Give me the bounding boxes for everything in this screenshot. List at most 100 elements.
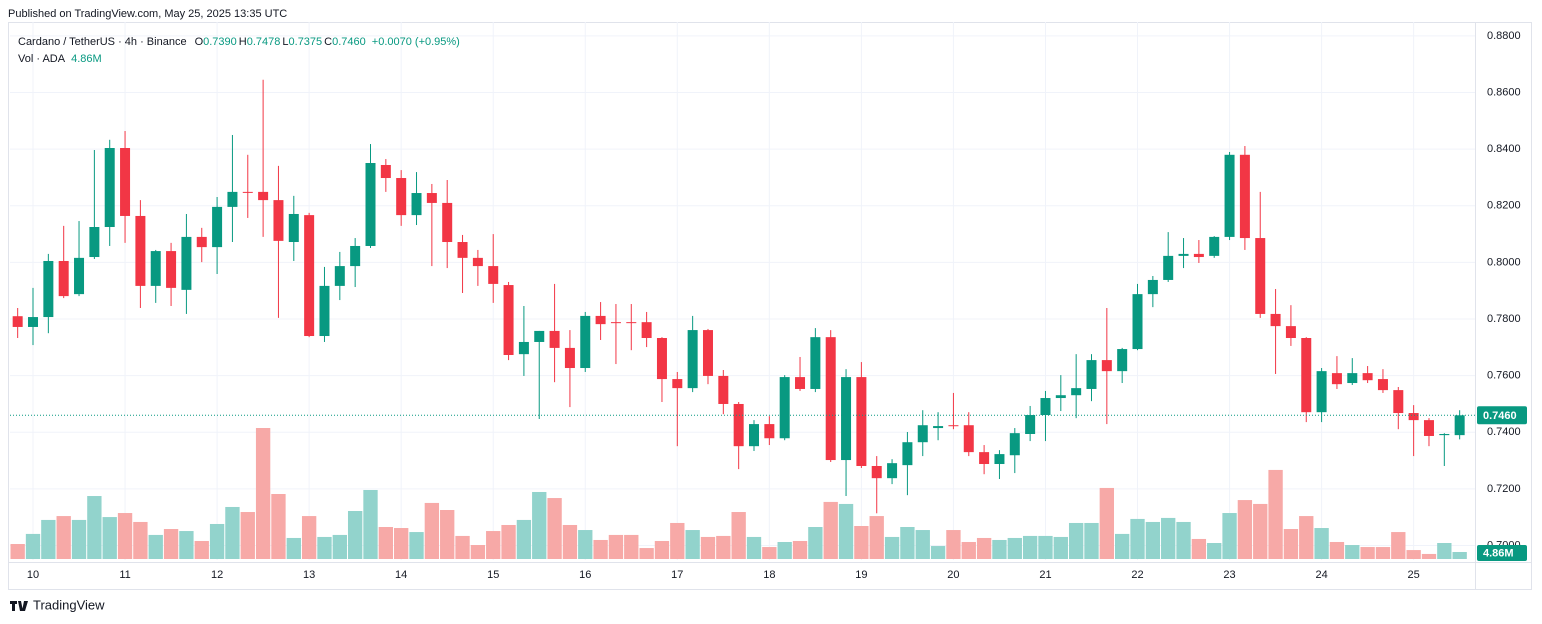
volume-bar (1115, 533, 1130, 559)
candle-body (534, 330, 545, 342)
price-badge-label: 0.7460 (1483, 410, 1517, 422)
candle-body (933, 426, 944, 429)
volume-bar (624, 534, 639, 559)
candle-body (795, 377, 806, 389)
volume-bar (424, 502, 440, 559)
volume-bar (792, 540, 808, 559)
y-tick-label: 0.8400 (1487, 143, 1521, 155)
volume-bar (1314, 528, 1329, 559)
candle-body (1239, 154, 1250, 239)
volume-bar (41, 519, 56, 559)
candle-body (58, 260, 69, 297)
volume-bar (915, 530, 930, 559)
candles (12, 79, 1465, 514)
ohlc-value: 0.7478 (247, 36, 281, 48)
candle-body (1101, 360, 1112, 372)
volume-bar (654, 540, 670, 559)
volume-bar (1345, 545, 1360, 559)
candle-body (1439, 433, 1450, 436)
candle-body (242, 191, 253, 193)
volume-bar (746, 536, 762, 559)
candle-body (687, 330, 698, 389)
candle-body (1408, 413, 1419, 421)
volume-bar (1053, 536, 1068, 559)
candle-body (319, 285, 330, 337)
candle-body (104, 148, 115, 228)
y-tick-label: 0.7200 (1487, 483, 1521, 495)
volume-bar (25, 533, 41, 559)
candle-body (181, 236, 192, 290)
candle-body (304, 215, 315, 337)
volume-bar (562, 524, 578, 559)
candle-body (1316, 371, 1327, 413)
candle-body (1255, 238, 1266, 314)
candle-body (764, 424, 775, 439)
candle-body (212, 206, 223, 248)
change: +0.0070 (+0.95%) (372, 36, 460, 48)
candle-body (1301, 338, 1312, 413)
volume-bar (1237, 500, 1253, 559)
volume-bar (608, 534, 624, 559)
candle-body (810, 337, 821, 389)
volume-bar (532, 491, 547, 559)
x-tick-label: 16 (579, 569, 591, 581)
symbol: Cardano / TetherUS · 4h · Binance (18, 36, 187, 48)
candle-body (411, 193, 422, 216)
candle-body (1193, 253, 1204, 258)
volume-bar (1421, 553, 1437, 559)
volume-bar (1222, 513, 1237, 559)
candle-body (1270, 313, 1281, 327)
x-tick-label: 24 (1315, 569, 1327, 581)
candle-body (1132, 294, 1143, 350)
volume-bar (1268, 469, 1283, 559)
volume-name: Vol · ADA (18, 53, 66, 65)
volume-bar (808, 527, 823, 559)
candle-body (518, 341, 529, 355)
candle-body (28, 317, 39, 327)
ohlc-value: 0.7375 (289, 36, 323, 48)
ohlc-value: 0.7390 (203, 36, 237, 48)
candle-body (994, 454, 1005, 465)
volume-bar (1038, 535, 1053, 559)
volume-bar (179, 531, 194, 559)
candle-body (89, 227, 100, 258)
candle-body (1224, 154, 1235, 237)
candle-body (871, 465, 882, 479)
x-tick-label: 20 (947, 569, 959, 581)
volume-bar (1360, 547, 1375, 559)
candle-body (1086, 360, 1097, 389)
published-note: Published on TradingView.com, May 25, 20… (8, 8, 287, 20)
volume-bar (976, 537, 992, 559)
candle-body (702, 330, 713, 376)
candle-body (380, 164, 391, 179)
volume-bar (163, 529, 179, 559)
candle-body (43, 260, 54, 318)
candle-body (917, 425, 928, 443)
candle-body (12, 316, 23, 327)
candle-body (1454, 415, 1465, 436)
y-tick-label: 0.8600 (1487, 86, 1521, 98)
volume-bar (409, 532, 424, 559)
candle-body (196, 236, 207, 248)
y-tick-label: 0.8200 (1487, 200, 1521, 212)
volume-bar (486, 531, 501, 559)
y-tick-label: 0.7800 (1487, 313, 1521, 325)
candle-body (749, 424, 760, 447)
volume-bar (194, 540, 209, 559)
ohlc-value: 0.7460 (332, 36, 366, 48)
volume-bar (961, 541, 976, 559)
volume-bar (347, 511, 363, 559)
candle-body (979, 452, 990, 465)
y-tick-label: 0.8000 (1487, 256, 1521, 268)
volume-bar (455, 535, 470, 559)
candle-body (258, 191, 269, 201)
candle-body (1009, 433, 1020, 456)
candle-body (825, 337, 836, 461)
candle-body (1025, 415, 1036, 434)
volume-bar (992, 539, 1007, 559)
candle-body (1347, 373, 1358, 384)
candle-body (472, 257, 483, 267)
volume-bar (946, 530, 961, 559)
volume-bar (148, 534, 163, 559)
tradingview-logo (10, 601, 28, 611)
